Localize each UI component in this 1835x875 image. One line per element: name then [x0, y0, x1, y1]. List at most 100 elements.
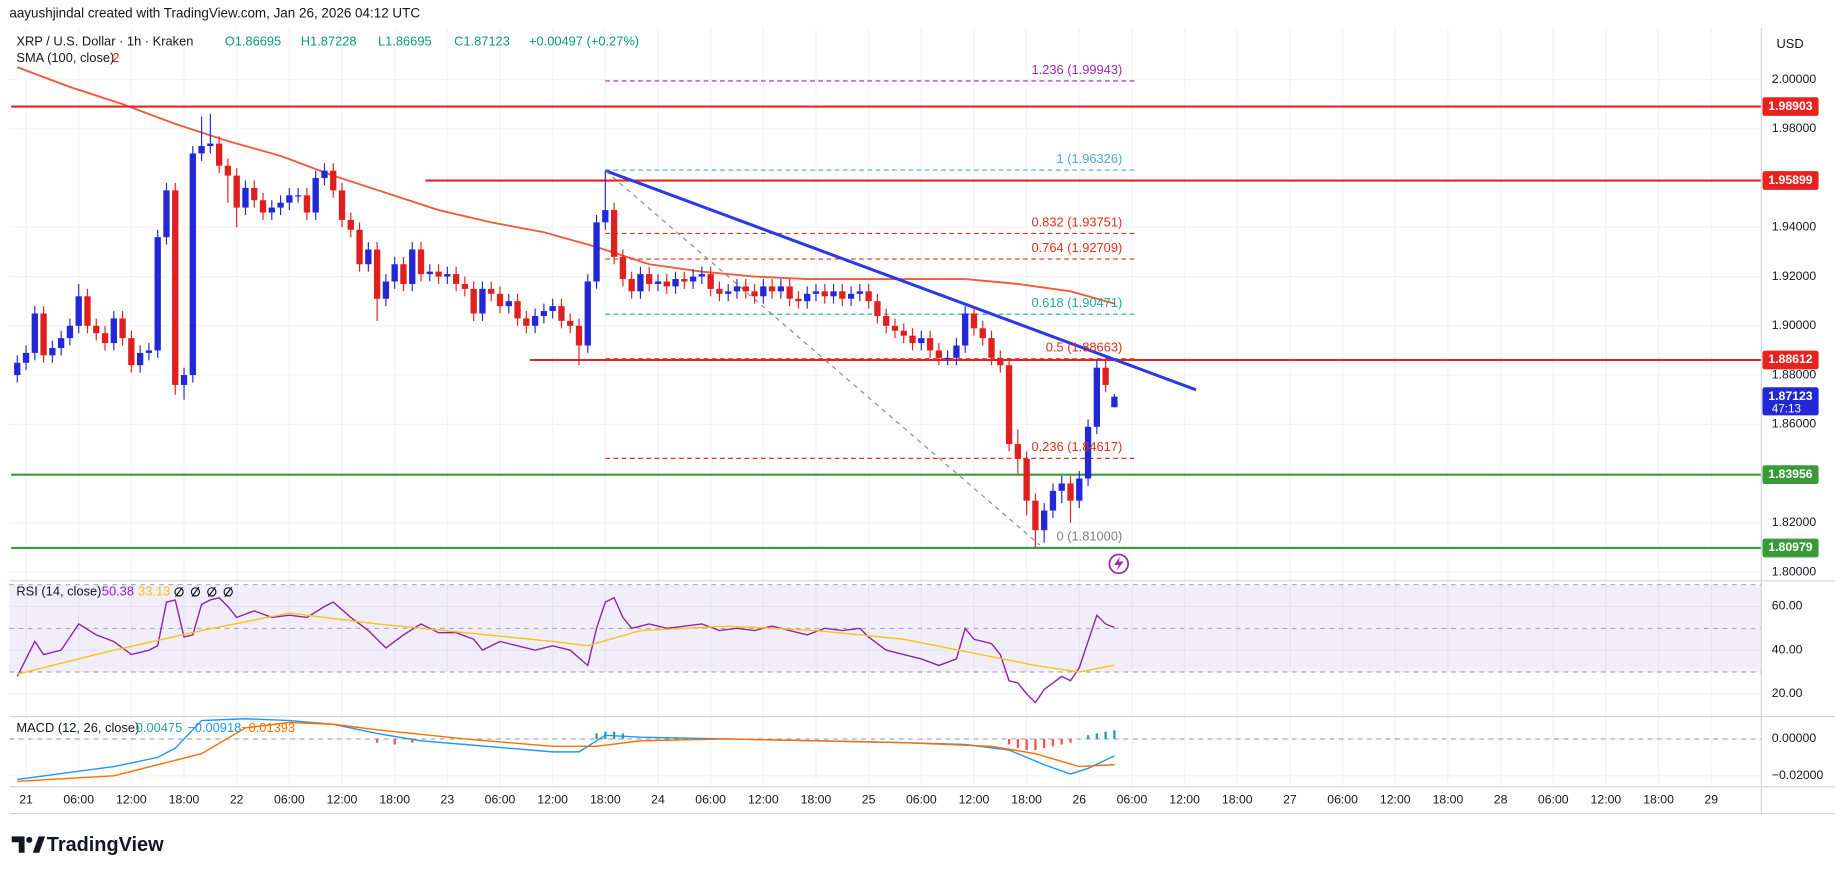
- x-tick-label: 26: [1072, 792, 1086, 806]
- candle-body: [224, 165, 232, 176]
- x-tick-label: 22: [230, 792, 244, 806]
- candle-body: [31, 313, 38, 353]
- candle-body: [707, 274, 714, 289]
- candle-body: [856, 291, 864, 294]
- candle-body: [795, 298, 802, 302]
- candle-body: [865, 291, 872, 302]
- fib-label: 0 (1.81000): [1057, 528, 1123, 543]
- macd-legend[interactable]: MACD (12, 26, close): [16, 720, 139, 735]
- candle-body: [567, 320, 574, 326]
- current-price: 1.87123: [1768, 389, 1813, 403]
- x-tick-label: 06:00: [63, 792, 94, 806]
- candle-body: [1014, 444, 1022, 459]
- macd-histogram-bar: [1104, 731, 1107, 739]
- candle-body: [1032, 500, 1039, 531]
- candle-body: [672, 279, 679, 287]
- candle-body: [1111, 396, 1118, 408]
- candle-body: [365, 249, 372, 265]
- price-label-box: [1762, 465, 1819, 485]
- candle-body: [663, 281, 670, 287]
- candle-body: [531, 315, 539, 326]
- candle-body: [1067, 483, 1074, 501]
- macd-histogram-bar: [1086, 735, 1090, 739]
- logo-text: TradingView: [47, 834, 164, 856]
- ohlc-open: O1.86695: [225, 34, 282, 49]
- sma-legend-value: 2: [112, 50, 119, 65]
- candle-body: [575, 325, 583, 346]
- candle-body: [57, 338, 65, 348]
- y-tick-label: 1.88000: [1772, 367, 1817, 381]
- x-tick-label: 28: [1494, 792, 1508, 806]
- candle-body: [251, 187, 258, 201]
- grid-layer: 2.00000 1.98000 1.94000 1.92000 1.90000 1.880…: [9, 28, 1823, 787]
- indicator-line: [17, 718, 1115, 781]
- price-label: 1.83956: [1768, 467, 1813, 481]
- candle-body: [321, 170, 328, 179]
- candle-body: [558, 306, 565, 321]
- price-label: 1.80979: [1768, 540, 1813, 554]
- candle-body: [496, 293, 504, 307]
- sma-legend[interactable]: SMA (100, close): [16, 50, 114, 65]
- candle-body: [988, 338, 995, 358]
- fib-label: 0.764 (1.92709): [1031, 240, 1122, 255]
- y-tick-label: 1.82000: [1772, 515, 1817, 529]
- candle-body: [760, 286, 767, 297]
- candle-body: [145, 350, 153, 353]
- x-tick-label: 12:00: [748, 792, 779, 806]
- rsi-value: 50.38: [102, 583, 134, 598]
- candle-body: [382, 281, 390, 299]
- x-tick-label: 21: [19, 792, 33, 806]
- candle-body: [461, 283, 469, 289]
- candle-body: [215, 143, 223, 166]
- y-tick-label: 1.94000: [1772, 220, 1817, 234]
- x-tick-label: 06:00: [695, 792, 726, 806]
- candle-body: [1023, 458, 1030, 501]
- candle-body: [84, 296, 91, 326]
- candle-body: [944, 357, 951, 360]
- ohlc-high: H1.87228: [301, 34, 357, 49]
- y-tick-label: 1.80000: [1772, 564, 1817, 578]
- candle-body: [970, 313, 978, 329]
- candle-body: [128, 338, 135, 366]
- x-tick-label: 12:00: [959, 792, 990, 806]
- price-label: 1.88612: [1768, 352, 1813, 366]
- candle-body: [768, 286, 776, 292]
- macd-value: −0.00918: [187, 720, 241, 735]
- candle-body: [733, 286, 741, 292]
- candle-body: [488, 288, 495, 294]
- candle-body: [1084, 426, 1092, 479]
- x-tick-label: 12:00: [1380, 792, 1411, 806]
- symbol-title[interactable]: XRP / U.S. Dollar · 1h · Kraken: [16, 34, 193, 49]
- candle-body: [804, 293, 811, 302]
- candle-body: [294, 195, 302, 197]
- indicator-line: [17, 721, 1115, 783]
- event-icon[interactable]: [1108, 553, 1130, 575]
- macd-histogram-bar: [595, 733, 598, 739]
- ohlc-close: C1.87123: [454, 34, 510, 49]
- candle-body: [426, 271, 433, 275]
- candle-body: [75, 296, 82, 326]
- x-tick-label: 12:00: [1169, 792, 1200, 806]
- candle-body: [66, 325, 74, 339]
- tradingview-logo[interactable]: TradingView: [11, 834, 164, 856]
- candle-body: [883, 315, 890, 326]
- candle-body: [926, 338, 934, 351]
- x-tick-label: 18:00: [169, 792, 200, 806]
- currency[interactable]: USD: [1776, 36, 1803, 51]
- macd-histogram-bar: [1051, 738, 1055, 747]
- candle-body: [839, 291, 846, 299]
- rsi-legend[interactable]: RSI (14, close): [16, 583, 101, 598]
- candle-body: [303, 195, 311, 213]
- candle-body: [172, 190, 179, 385]
- candle-body: [786, 286, 793, 299]
- macd-histogram-bar: [1025, 738, 1028, 751]
- candle-body: [953, 345, 960, 358]
- candle-body: [154, 237, 161, 351]
- x-tick-label: 18:00: [1433, 792, 1464, 806]
- candle-body: [751, 291, 758, 297]
- candle-body: [514, 301, 521, 319]
- candle-body: [119, 318, 126, 339]
- x-tick-label: 06:00: [485, 792, 516, 806]
